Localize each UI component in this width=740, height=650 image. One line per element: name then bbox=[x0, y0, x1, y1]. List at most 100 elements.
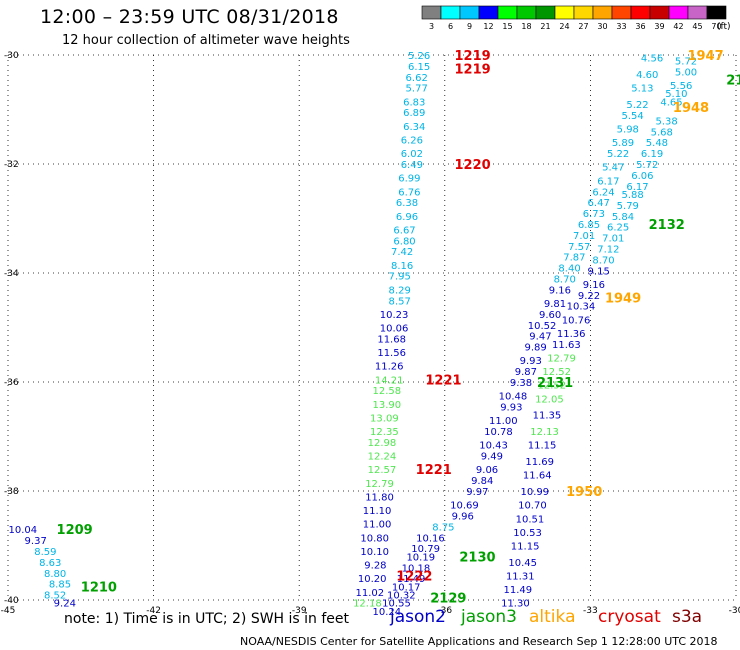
wave-height-point: 6.17 bbox=[597, 176, 619, 187]
wave-height-point: 6.38 bbox=[396, 198, 418, 209]
y-tick-label: -40 bbox=[4, 596, 19, 606]
wave-height-point: 5.89 bbox=[612, 138, 634, 149]
wave-height-point: 6.67 bbox=[393, 225, 415, 236]
wave-height-point: 10.23 bbox=[380, 310, 409, 321]
wave-height-point: 9.24 bbox=[54, 599, 76, 610]
credit-line: NOAA/NESDIS Center for Satellite Applica… bbox=[240, 635, 718, 648]
wave-height-point: 6.62 bbox=[406, 73, 428, 84]
wave-height-point: 8.75 bbox=[432, 522, 454, 533]
wave-height-point: 6.34 bbox=[403, 122, 425, 133]
time-label: 2130 bbox=[459, 550, 495, 565]
wave-height-point: 10.06 bbox=[380, 324, 409, 335]
wave-height-point: 9.47 bbox=[529, 332, 551, 343]
wave-height-point: 6.15 bbox=[408, 62, 430, 73]
x-tick-label: -39 bbox=[292, 606, 307, 616]
color-scale-swatch bbox=[687, 5, 708, 20]
x-tick-label: -45 bbox=[1, 606, 16, 616]
wave-height-point: 5.13 bbox=[631, 84, 653, 95]
time-label: 1210 bbox=[81, 580, 117, 595]
grid-lines bbox=[7, 54, 737, 601]
wave-height-point: 9.97 bbox=[466, 487, 488, 498]
color-scale-swatch bbox=[554, 5, 575, 20]
wave-height-point: 4.60 bbox=[636, 70, 658, 81]
wave-height-point: 8.63 bbox=[39, 558, 61, 569]
wave-height-point: 11.02 bbox=[355, 588, 384, 599]
wave-height-point: 10.69 bbox=[450, 501, 479, 512]
wave-height-point: 8.57 bbox=[389, 296, 411, 307]
wave-height-point: 9.28 bbox=[364, 561, 386, 572]
wave-height-point: 5.10 bbox=[665, 89, 687, 100]
wave-height-point: 10.10 bbox=[360, 547, 389, 558]
color-scale-swatch bbox=[440, 5, 461, 20]
wave-height-point: 7.42 bbox=[391, 247, 413, 258]
wave-height-point: 7.01 bbox=[602, 234, 624, 245]
legend-jason3: jason3 bbox=[461, 607, 517, 627]
wave-height-point: 6.83 bbox=[403, 97, 425, 108]
color-scale-label: 24 bbox=[559, 22, 569, 31]
wave-height-point: 11.49 bbox=[397, 574, 426, 585]
wave-height-point: 9.87 bbox=[515, 367, 537, 378]
wave-height-point: 11.64 bbox=[523, 471, 552, 482]
wave-height-point: 5.00 bbox=[675, 67, 697, 78]
wave-height-point: 11.15 bbox=[511, 542, 540, 553]
wave-height-point: 10.19 bbox=[406, 552, 435, 563]
wave-height-point: 10.78 bbox=[484, 427, 513, 438]
wave-height-point: 9.16 bbox=[549, 285, 571, 296]
time-label: 1948 bbox=[673, 101, 709, 116]
time-label: 2133 bbox=[726, 74, 740, 89]
time-label: 1219 bbox=[455, 49, 491, 64]
x-tick-label: -33 bbox=[583, 606, 598, 616]
wave-height-point: 9.06 bbox=[476, 465, 498, 476]
time-label: 1221 bbox=[416, 463, 452, 478]
wave-height-point: 6.17 bbox=[626, 182, 648, 193]
wave-height-point: 10.43 bbox=[479, 441, 508, 452]
y-tick-label: -36 bbox=[4, 378, 19, 388]
wave-height-point: 5.72 bbox=[675, 56, 697, 67]
y-tick-label: -38 bbox=[4, 487, 19, 497]
wave-height-point: 5.26 bbox=[408, 51, 430, 62]
color-scale-swatch bbox=[649, 5, 670, 20]
wave-height-point: 12.35 bbox=[370, 427, 399, 438]
wave-height-point: 12.05 bbox=[535, 394, 564, 405]
wave-height-point: 9.38 bbox=[510, 378, 532, 389]
wave-height-point: 8.85 bbox=[49, 580, 71, 591]
wave-height-point: 5.22 bbox=[626, 100, 648, 111]
x-tick-label: -30 bbox=[729, 606, 740, 616]
wave-height-point: 4.56 bbox=[641, 54, 663, 65]
chart-subtitle: 12 hour collection of altimeter wave hei… bbox=[62, 33, 350, 48]
chart-title: 12:00 – 23:59 UTC 08/31/2018 bbox=[40, 6, 339, 28]
wave-height-point: 10.18 bbox=[402, 563, 431, 574]
wave-height-point: 6.24 bbox=[592, 187, 614, 198]
time-label: 1222 bbox=[396, 569, 432, 584]
color-scale-label: 3 bbox=[429, 22, 434, 31]
wave-height-point: 7.95 bbox=[389, 272, 411, 283]
wave-height-point: 8.59 bbox=[34, 547, 56, 558]
wave-height-point: 10.70 bbox=[518, 501, 547, 512]
time-label: 2132 bbox=[649, 218, 685, 233]
wave-height-point: 11.49 bbox=[504, 585, 533, 596]
wave-height-point: 11.80 bbox=[365, 492, 394, 503]
color-scale-swatch bbox=[668, 5, 689, 20]
color-scale-label: 27 bbox=[578, 22, 588, 31]
wave-height-point: 5.72 bbox=[636, 160, 658, 171]
wave-height-point: 6.89 bbox=[403, 108, 425, 119]
color-scale-units: (ft) bbox=[717, 22, 731, 32]
time-label: 1220 bbox=[455, 158, 491, 173]
wave-height-point: 10.20 bbox=[358, 574, 387, 585]
wave-height-point: 5.47 bbox=[602, 163, 624, 174]
wave-height-point: 12.18 bbox=[353, 599, 382, 610]
wave-height-point: 5.54 bbox=[622, 111, 644, 122]
wave-height-point: 9.89 bbox=[524, 343, 546, 354]
color-scale-swatch bbox=[592, 5, 613, 20]
time-label: 2129 bbox=[430, 591, 466, 606]
wave-height-point: 9.84 bbox=[471, 476, 493, 487]
legend-jason2: jason2 bbox=[390, 607, 446, 627]
color-scale-swatch bbox=[630, 5, 651, 20]
legend-cryosat: cryosat bbox=[598, 607, 661, 627]
color-scale-label: 12 bbox=[483, 22, 493, 31]
wave-height-point: 8.52 bbox=[44, 591, 66, 602]
wave-height-point: 6.96 bbox=[396, 212, 418, 223]
wave-height-point: 10.99 bbox=[521, 487, 550, 498]
wave-height-point: 9.22 bbox=[578, 291, 600, 302]
wave-height-point: 10.79 bbox=[411, 544, 440, 555]
